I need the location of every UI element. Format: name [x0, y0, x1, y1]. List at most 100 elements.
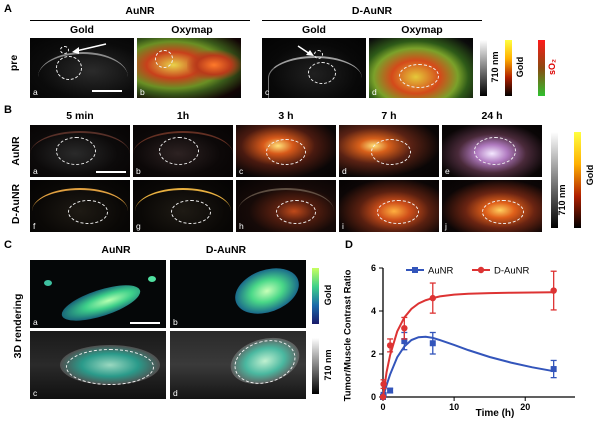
panel-a-row-label: pre [8, 54, 20, 72]
panel-b-image-h: h [236, 180, 336, 232]
panel-a-cbar-710-label: 710 nm [490, 51, 500, 83]
panel-a-image-c-small-roi [314, 50, 323, 59]
panel-b-row-daunr: D-AuNR [10, 183, 22, 225]
panel-c-image-c: c [30, 331, 166, 399]
panel-a-cbar-so2-label: sO₂ [547, 59, 557, 76]
panel-b-image-c: c [236, 125, 336, 177]
panel-b-image-i: i [339, 180, 439, 232]
chart-point [386, 342, 394, 349]
chart-x-tick-label: 20 [520, 402, 530, 412]
panel-b-time-4: 24 h [481, 110, 503, 122]
chart-legend: AuNR D-AuNR [406, 266, 530, 277]
chart-y-tick-label: 2 [371, 349, 376, 359]
panel-b-time-0: 5 min [66, 110, 94, 122]
panel-b-image-a-roi [56, 137, 96, 165]
chart-legend-label: D-AuNR [494, 266, 530, 277]
panel-c-image-c-roi [66, 349, 154, 385]
panel-c-label: C [4, 239, 12, 251]
chart-series-line [382, 291, 554, 398]
panel-a-image-a-outline [38, 52, 128, 98]
panel-b-sub-label-h: h [239, 221, 244, 231]
panel-b-cbar-710 [551, 132, 558, 228]
arrow-icon [297, 45, 314, 56]
panel-b-time-2: 3 h [278, 110, 294, 122]
panel-b-image-h-outline [238, 188, 334, 232]
panel-c-cbar-gold [312, 268, 319, 324]
panel-c-sub-label-c: c [33, 388, 38, 398]
panel-a-label: A [4, 3, 12, 15]
panel-b-image-d: d [339, 125, 439, 177]
panel-b-image-g-outline [135, 188, 231, 232]
chart-point [401, 325, 408, 332]
panel-c-col-daunr: D-AuNR [205, 244, 247, 256]
chart-point [401, 338, 408, 345]
panel-b-image-i-roi [377, 200, 419, 224]
panel-a-image-a: a [30, 38, 134, 98]
panel-b-scale-bar [96, 171, 126, 173]
chart-point [550, 287, 557, 294]
panel-b-label: B [4, 104, 12, 116]
panel-b-row-aunr: AuNR [10, 136, 22, 166]
panel-b-sub-label-f: f [33, 221, 36, 231]
panel-a-sub-label-a: a [33, 87, 38, 97]
panel-c-image-b-render [228, 260, 306, 323]
panel-b-image-b-outline [133, 131, 233, 177]
panel-a-col-gold-1: Gold [70, 24, 94, 36]
chart-y-tick-label: 6 [371, 263, 376, 273]
panel-b-image-f-roi [68, 200, 108, 224]
chart-point [387, 387, 394, 394]
chart-point [429, 294, 436, 302]
panel-a-image-b: b [137, 38, 241, 98]
chart-x-tick-label: 0 [380, 402, 385, 412]
panel-b-sub-label-g: g [136, 221, 141, 231]
chart-axes: 0 2 4 6 0 10 20 [371, 263, 575, 412]
panel-b-sub-label-d: d [342, 166, 347, 176]
panel-c-sub-label-b: b [173, 317, 178, 327]
panel-c-image-a-speck [44, 280, 52, 286]
panel-b-image-a: a [30, 125, 130, 177]
chart-series-line [382, 335, 554, 398]
panel-a-col-oxymap-2: Oxymap [401, 24, 443, 36]
panel-a-image-d-roi [399, 64, 439, 88]
panel-a-cbar-gold-label: Gold [515, 56, 525, 78]
panel-a-group-aunr: AuNR [125, 5, 155, 17]
panel-c-sub-label-a: a [33, 317, 38, 327]
panel-a-group-daunr-line [262, 20, 482, 21]
panel-a-image-b-roi [155, 50, 173, 68]
panel-a-image-a-tumor-roi [56, 56, 82, 80]
panel-a-image-c-tumor-roi [308, 62, 336, 84]
panel-b-image-h-roi [276, 200, 316, 224]
chart-y-tick-label: 4 [371, 306, 376, 316]
panel-c-sub-label-d: d [173, 388, 178, 398]
panel-b-image-g-roi [171, 200, 211, 224]
panel-b-sub-label-j: j [445, 221, 447, 231]
panel-b-image-d-roi [371, 139, 411, 165]
panel-b-image-f-outline [32, 188, 128, 232]
chart-legend-label: AuNR [428, 266, 453, 277]
panel-d-label: D [345, 239, 353, 251]
panel-b-image-c-roi [266, 139, 306, 165]
panel-b-sub-label-i: i [342, 221, 344, 231]
panel-b-time-3: 7 h [381, 110, 397, 122]
panel-c-col-aunr: AuNR [101, 244, 131, 256]
panel-b-sub-label-a: a [33, 166, 38, 176]
arrow-icon [72, 43, 107, 54]
panel-b-image-a-outline [30, 131, 130, 177]
panel-a-image-c: c [262, 38, 366, 98]
chart-point [550, 366, 557, 373]
panel-c-row-label: 3D rendering [12, 293, 24, 359]
panel-b-image-j: j [442, 180, 542, 232]
panel-b-image-j-roi [482, 200, 524, 224]
panel-c-image-a: a [30, 260, 166, 328]
chart-legend-marker [477, 266, 485, 274]
chart-x-tick-label: 10 [449, 402, 459, 412]
panel-a-cbar-so2 [538, 40, 545, 96]
chart-point [379, 393, 387, 401]
panel-b-sub-label-b: b [136, 166, 141, 176]
panel-b-image-f: f [30, 180, 130, 232]
panel-a-col-oxymap-1: Oxymap [171, 24, 213, 36]
panel-a-sub-label-d: d [372, 87, 377, 97]
panel-a-sub-label-b: b [140, 87, 145, 97]
contrast-ratio-chart: 0 2 4 6 0 10 20 AuNR D-AuNR [371, 263, 575, 412]
panel-a-image-a-small-roi [60, 46, 69, 54]
